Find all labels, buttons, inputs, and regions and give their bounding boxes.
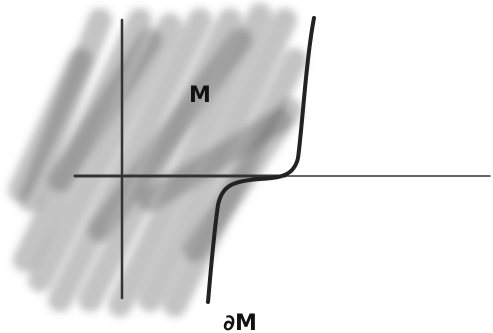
manifold-shading [20, 15, 295, 305]
diagram: M ∂M [0, 0, 493, 333]
boundary-label: ∂M [223, 311, 257, 333]
manifold-label: M [189, 83, 211, 108]
